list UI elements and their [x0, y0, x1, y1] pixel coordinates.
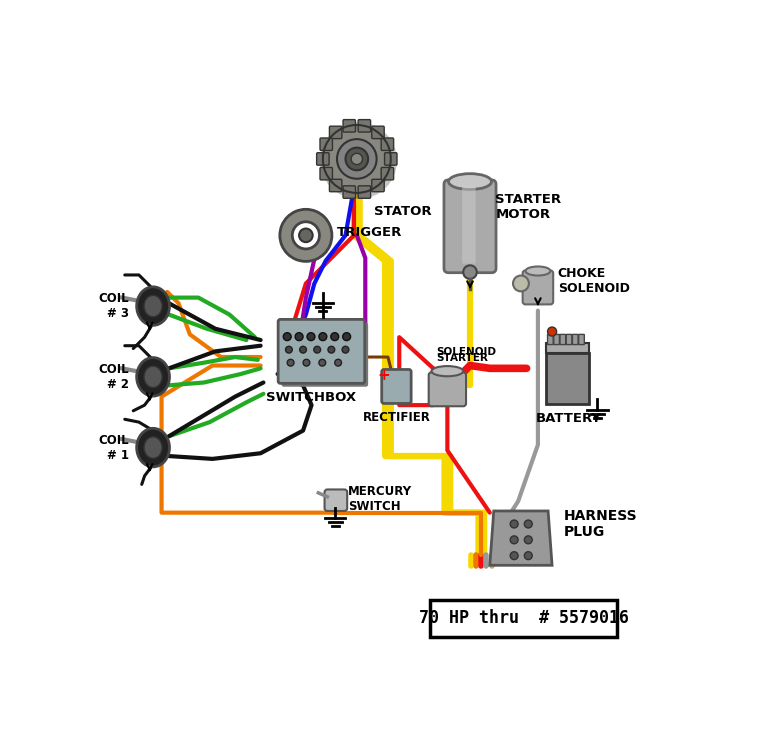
Circle shape [328, 346, 335, 353]
Circle shape [548, 327, 557, 336]
Text: STATOR: STATOR [374, 205, 432, 218]
Circle shape [510, 536, 518, 544]
Circle shape [300, 346, 306, 353]
Circle shape [295, 333, 303, 340]
Circle shape [303, 359, 310, 366]
FancyBboxPatch shape [343, 120, 356, 132]
Ellipse shape [137, 358, 170, 396]
Circle shape [525, 536, 532, 544]
Circle shape [319, 333, 327, 340]
Circle shape [343, 333, 350, 340]
Text: CHOKE
SOLENOID: CHOKE SOLENOID [558, 267, 630, 295]
FancyBboxPatch shape [560, 334, 566, 345]
Text: COIL
# 2: COIL # 2 [98, 363, 129, 391]
Circle shape [525, 520, 532, 528]
Ellipse shape [144, 295, 162, 317]
Circle shape [513, 276, 529, 291]
FancyBboxPatch shape [578, 334, 584, 345]
Circle shape [287, 359, 294, 366]
Text: RECTIFIER: RECTIFIER [362, 411, 430, 424]
Circle shape [299, 229, 313, 242]
FancyBboxPatch shape [523, 270, 553, 304]
Circle shape [325, 126, 392, 195]
Text: MERCURY
SWITCH: MERCURY SWITCH [349, 484, 412, 512]
FancyBboxPatch shape [546, 343, 589, 353]
Circle shape [320, 122, 397, 199]
Circle shape [525, 552, 532, 559]
FancyBboxPatch shape [566, 334, 572, 345]
FancyBboxPatch shape [325, 490, 347, 511]
Circle shape [346, 148, 368, 171]
Ellipse shape [449, 173, 492, 190]
FancyBboxPatch shape [316, 153, 329, 165]
Text: STARTER
MOTOR: STARTER MOTOR [495, 193, 561, 221]
FancyBboxPatch shape [429, 373, 466, 406]
Text: HARNESS
PLUG: HARNESS PLUG [564, 509, 637, 539]
Circle shape [331, 333, 339, 340]
FancyBboxPatch shape [462, 185, 475, 264]
FancyBboxPatch shape [382, 370, 411, 404]
Ellipse shape [144, 366, 162, 387]
FancyBboxPatch shape [572, 334, 578, 345]
Text: 70 HP thru  # 5579016: 70 HP thru # 5579016 [419, 609, 629, 628]
FancyBboxPatch shape [444, 180, 496, 273]
Ellipse shape [432, 366, 463, 376]
FancyBboxPatch shape [546, 353, 589, 404]
FancyBboxPatch shape [278, 320, 365, 384]
Text: TRIGGER: TRIGGER [337, 226, 402, 239]
FancyBboxPatch shape [372, 179, 384, 192]
FancyBboxPatch shape [430, 600, 617, 637]
Circle shape [351, 154, 362, 165]
FancyBboxPatch shape [282, 323, 368, 387]
Circle shape [314, 346, 320, 353]
Text: STARTER: STARTER [436, 353, 488, 362]
Text: SOLENOID: SOLENOID [436, 347, 496, 357]
Circle shape [342, 346, 349, 353]
Text: SWITCHBOX: SWITCHBOX [266, 391, 356, 404]
Circle shape [335, 359, 342, 366]
Circle shape [463, 265, 477, 279]
Circle shape [286, 346, 293, 353]
FancyBboxPatch shape [381, 138, 394, 151]
Polygon shape [490, 511, 552, 565]
Text: COIL
# 1: COIL # 1 [98, 434, 129, 462]
FancyBboxPatch shape [320, 138, 333, 151]
FancyBboxPatch shape [329, 179, 342, 192]
Text: +: + [378, 368, 390, 383]
FancyBboxPatch shape [358, 120, 371, 132]
Ellipse shape [144, 437, 162, 459]
FancyBboxPatch shape [381, 168, 394, 180]
FancyBboxPatch shape [329, 126, 342, 139]
Text: BATTERY: BATTERY [536, 412, 602, 426]
FancyBboxPatch shape [372, 126, 384, 139]
Circle shape [510, 520, 518, 528]
Ellipse shape [525, 267, 551, 276]
FancyBboxPatch shape [385, 153, 397, 165]
Ellipse shape [137, 287, 170, 326]
FancyBboxPatch shape [343, 186, 356, 198]
FancyBboxPatch shape [358, 186, 371, 198]
Circle shape [510, 552, 518, 559]
Text: COIL
# 3: COIL # 3 [98, 292, 129, 320]
FancyBboxPatch shape [554, 334, 559, 345]
Circle shape [307, 333, 315, 340]
FancyBboxPatch shape [320, 168, 333, 180]
FancyBboxPatch shape [548, 334, 553, 345]
Circle shape [319, 359, 326, 366]
Circle shape [283, 333, 291, 340]
Ellipse shape [137, 429, 170, 467]
